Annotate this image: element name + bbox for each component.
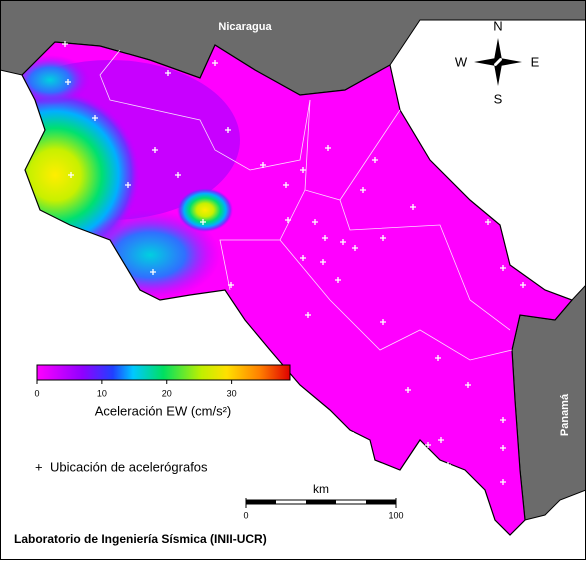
compass-w: W [455, 54, 468, 69]
colorbar-tick-label: 30 [227, 388, 237, 398]
scale-bar [245, 499, 397, 505]
colorbar-tick-label: 20 [162, 388, 172, 398]
province-borders [99, 49, 513, 361]
country-label: Panamá [559, 393, 571, 436]
stations [62, 41, 526, 485]
compass-n: N [493, 18, 502, 33]
scale-tick-label: 0 [243, 510, 248, 520]
compass: N S E W [455, 18, 540, 106]
country-label: Nicaragua [218, 21, 272, 33]
scale-tick-label: 100 [388, 510, 403, 520]
legend-label: Ubicación de acelerógrafos [50, 459, 208, 474]
footer: Laboratorio de Ingeniería Sísmica (INII-… [14, 532, 267, 546]
colorbar [36, 364, 291, 381]
compass-s: S [494, 91, 503, 106]
scale-unit: km [313, 482, 329, 496]
colorbar-tick-label: 10 [97, 388, 107, 398]
panama-land [511, 284, 586, 521]
colorbar-tick-label: 0 [34, 388, 39, 398]
compass-e: E [531, 54, 540, 69]
legend-marker: + [35, 459, 43, 474]
colorbar-label: Aceleración EW (cm/s²) [95, 403, 232, 418]
